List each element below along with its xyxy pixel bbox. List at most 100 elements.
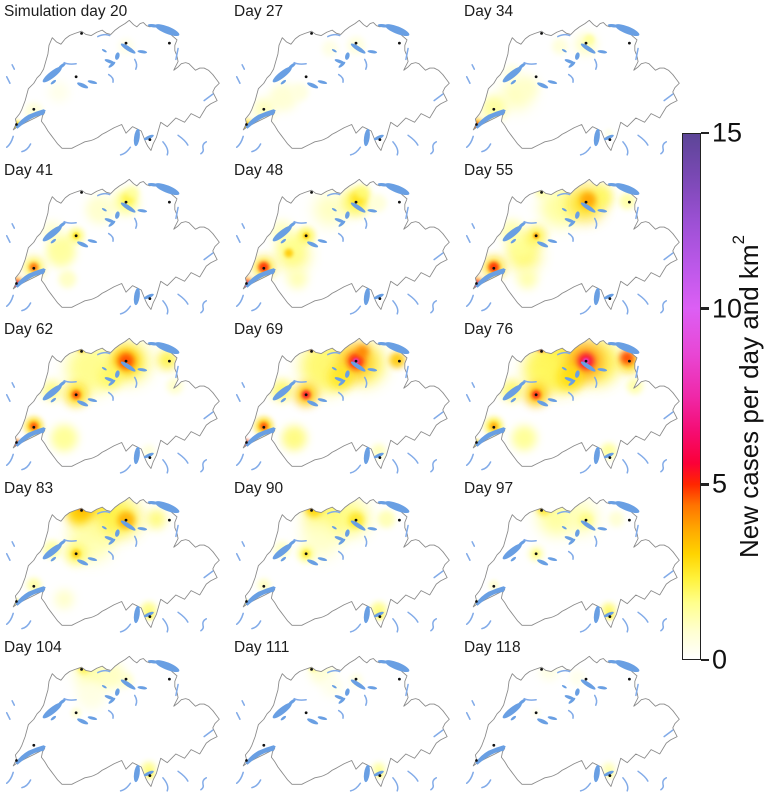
map-panel: Day 27 bbox=[230, 0, 460, 159]
rivers-layer bbox=[465, 669, 674, 792]
switzerland-map bbox=[5, 655, 220, 792]
heat-blob bbox=[58, 270, 77, 289]
panel-day-label: Day 76 bbox=[464, 321, 514, 338]
map-panel: Day 111 bbox=[230, 636, 460, 795]
switzerland-map bbox=[465, 178, 680, 315]
panel-day-label: Day 27 bbox=[234, 3, 284, 20]
switzerland-map bbox=[465, 337, 680, 474]
map-panel: Day 62 bbox=[0, 318, 230, 477]
map-panel: Day 69 bbox=[230, 318, 460, 477]
lakes-layer bbox=[475, 657, 641, 783]
panel-day-label: Day 118 bbox=[464, 639, 521, 656]
heat-blob bbox=[77, 681, 106, 710]
panel-day-label: Day 41 bbox=[4, 162, 54, 179]
switzerland-map bbox=[465, 19, 680, 156]
city-dots-layer bbox=[475, 667, 631, 778]
lakes-layer bbox=[15, 21, 181, 147]
heat-blob bbox=[516, 76, 539, 99]
heat-blob bbox=[126, 186, 139, 199]
map-panel: Day 118 bbox=[460, 636, 690, 795]
map-panel: Day 34 bbox=[460, 0, 690, 159]
heat-blob bbox=[281, 425, 307, 451]
heat-blob bbox=[269, 83, 298, 112]
heat-blob bbox=[313, 193, 346, 226]
switzerland-map bbox=[5, 19, 220, 156]
country-border bbox=[242, 19, 450, 151]
heat-blob bbox=[77, 660, 90, 674]
map-panel: Day 90 bbox=[230, 477, 460, 636]
map-panel: Day 48 bbox=[230, 159, 460, 318]
colorbar-tick-mark bbox=[701, 658, 709, 662]
panel-day-label: Day 62 bbox=[4, 321, 54, 338]
heat-blob bbox=[48, 81, 70, 103]
heat-blob bbox=[511, 425, 537, 451]
heat-blob bbox=[620, 350, 635, 365]
heat-blob bbox=[50, 424, 78, 452]
city-dots-layer bbox=[15, 31, 171, 142]
colorbar-label-text: New cases per day and km bbox=[733, 244, 764, 558]
colorbar-axis-label: New cases per day and km2 bbox=[727, 133, 767, 660]
colorbar-tick-mark bbox=[701, 307, 709, 310]
panel-day-label: Day 104 bbox=[4, 639, 62, 656]
heat-blob bbox=[157, 350, 178, 370]
heat-blob bbox=[600, 443, 617, 460]
heat-blob bbox=[328, 364, 354, 390]
map-panel: Simulation day 20 bbox=[0, 0, 230, 159]
country-border bbox=[12, 19, 220, 151]
heatmap-layer bbox=[531, 659, 616, 779]
heat-blob bbox=[619, 193, 636, 210]
heat-blob bbox=[76, 498, 87, 510]
heat-blob bbox=[73, 498, 94, 518]
panel-day-label: Day 97 bbox=[464, 480, 514, 497]
heat-blob bbox=[307, 659, 316, 667]
panel-day-label: Day 69 bbox=[234, 321, 284, 338]
panel-day-label: Day 111 bbox=[234, 639, 290, 656]
map-panel: Day 41 bbox=[0, 159, 230, 318]
map-panel: Day 83 bbox=[0, 477, 230, 636]
colorbar-tick-mark bbox=[701, 483, 709, 486]
heat-blob bbox=[321, 676, 343, 698]
heat-blob bbox=[355, 185, 370, 200]
heat-blob bbox=[377, 510, 396, 528]
heat-blob bbox=[304, 499, 323, 518]
panel-day-label: Day 90 bbox=[234, 480, 284, 497]
lakes-layer bbox=[245, 21, 411, 147]
heat-blob bbox=[54, 589, 74, 610]
heat-blob bbox=[287, 269, 308, 289]
switzerland-map bbox=[5, 178, 220, 315]
switzerland-map bbox=[5, 496, 220, 633]
heat-blob bbox=[321, 40, 338, 57]
switzerland-map bbox=[5, 337, 220, 474]
switzerland-map bbox=[465, 655, 680, 792]
heat-blob bbox=[368, 194, 387, 213]
colorbar-label-superscript: 2 bbox=[729, 235, 749, 245]
heat-blob bbox=[308, 660, 320, 672]
switzerland-map bbox=[235, 496, 450, 633]
heat-blob bbox=[77, 658, 86, 667]
heat-blob bbox=[517, 269, 538, 289]
panel-day-label: Day 34 bbox=[464, 3, 514, 20]
colorbar-tick-label: 10 bbox=[712, 293, 743, 324]
heatmap-layer bbox=[13, 340, 183, 458]
panel-day-label: Simulation day 20 bbox=[4, 3, 128, 20]
panel-day-label: Day 48 bbox=[234, 162, 284, 179]
switzerland-map bbox=[235, 19, 450, 156]
heat-blob bbox=[356, 345, 369, 358]
map-panel: Day 104 bbox=[0, 636, 230, 795]
switzerland-map bbox=[235, 337, 450, 474]
country-border bbox=[242, 655, 450, 787]
heat-blob bbox=[558, 364, 584, 390]
heat-blob bbox=[537, 499, 546, 509]
panel-day-label: Day 55 bbox=[464, 162, 514, 179]
colorbar-gradient bbox=[682, 133, 701, 660]
colorbar-tick-label: 15 bbox=[712, 117, 743, 148]
panel-grid: Simulation day 20 Day 27 Day 34 bbox=[0, 0, 690, 795]
heat-blob bbox=[146, 509, 167, 529]
heat-blob bbox=[569, 670, 586, 687]
heat-blob bbox=[99, 365, 123, 389]
heat-blob bbox=[608, 511, 625, 528]
map-panel: Day 55 bbox=[460, 159, 690, 318]
heat-blob bbox=[389, 352, 406, 369]
heat-blob bbox=[523, 351, 563, 391]
